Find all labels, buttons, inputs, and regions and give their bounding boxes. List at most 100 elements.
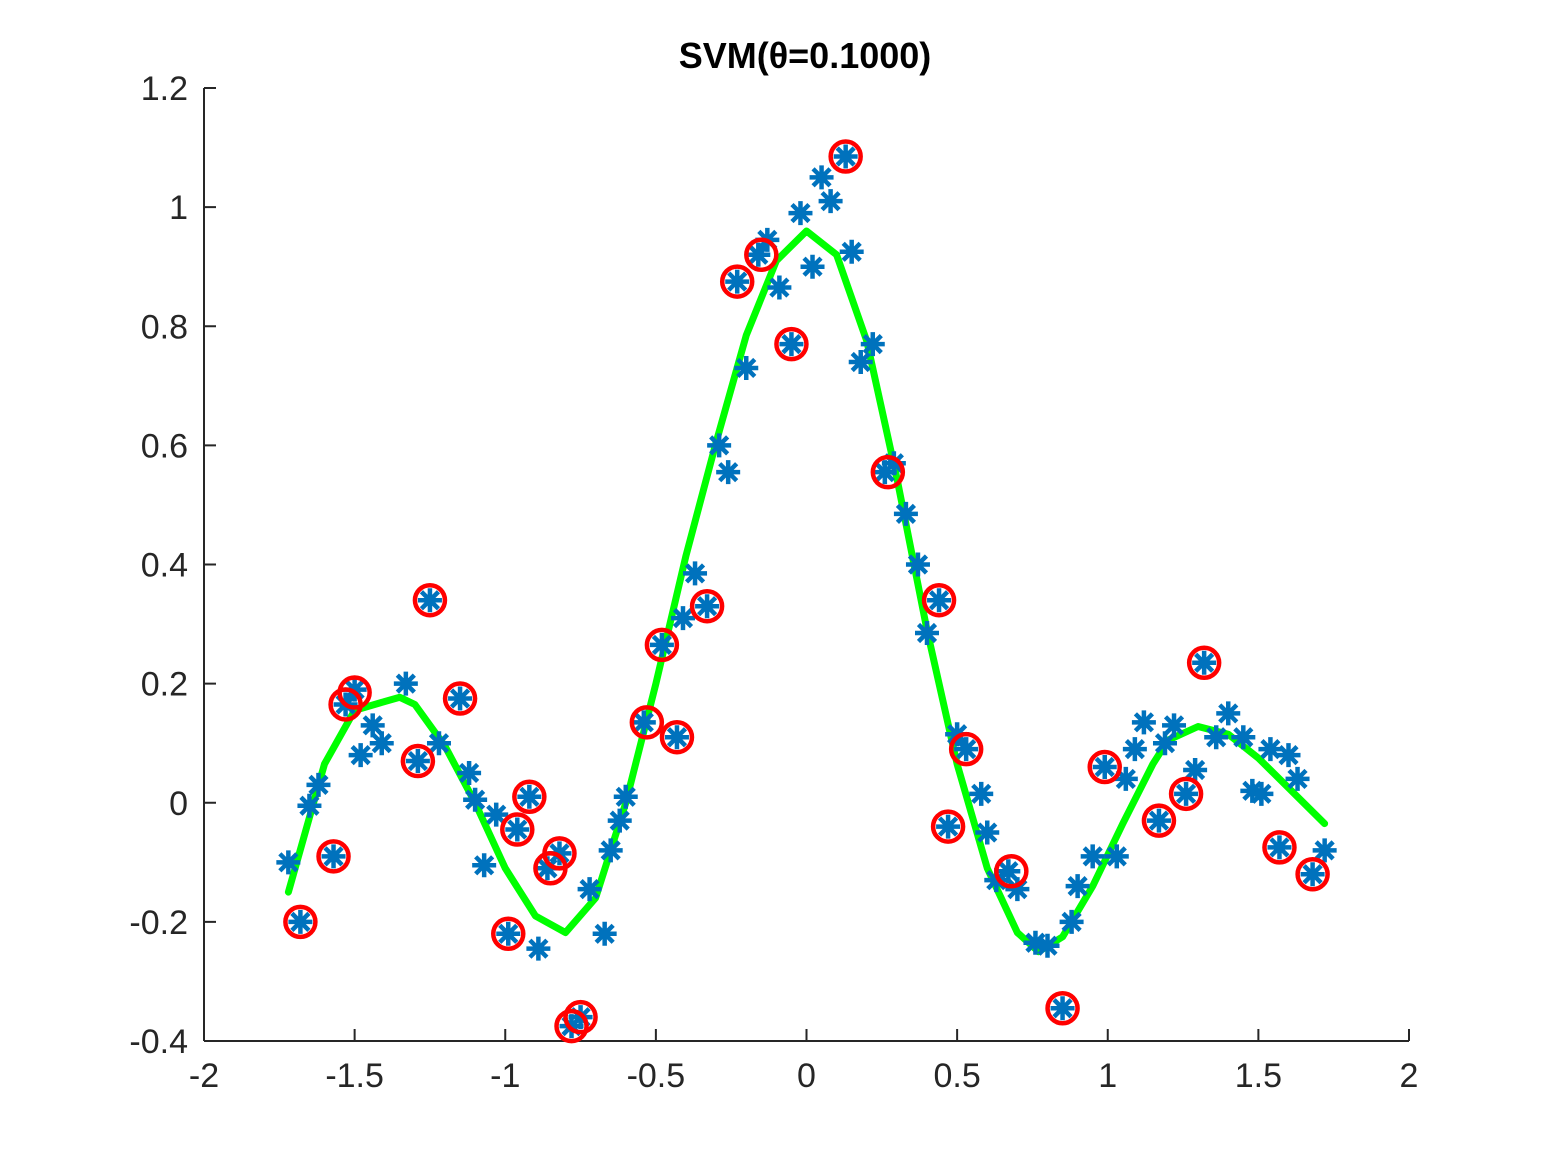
support-vector-marker (337, 675, 372, 710)
data-point-marker (607, 808, 632, 833)
y-tick-label: 0.6 (141, 427, 188, 465)
data-point-marker (559, 1014, 584, 1039)
data-point-marker (818, 189, 843, 214)
x-tick-label: 0.5 (933, 1057, 980, 1095)
support-vector-marker (774, 326, 809, 362)
data-point-marker (1300, 862, 1325, 887)
data-point-marker (526, 936, 551, 961)
data-point-marker (360, 713, 385, 738)
data-point-marker (1267, 835, 1292, 860)
data-points-layer (276, 144, 1337, 1039)
data-point-marker (613, 784, 638, 809)
y-tick-label: -0.2 (129, 904, 188, 942)
data-point-marker (1065, 874, 1090, 899)
data-point-marker (1035, 933, 1060, 958)
data-point-marker (779, 332, 804, 357)
x-tick-label: 1.5 (1235, 1057, 1282, 1095)
support-vector-marker (921, 582, 957, 618)
data-point-marker (734, 355, 759, 380)
support-vector-marker (719, 264, 755, 299)
data-point-marker (969, 781, 994, 806)
support-vector-marker (994, 853, 1029, 889)
data-point-marker (800, 254, 825, 279)
data-point-marker (568, 1005, 593, 1030)
data-point-marker (833, 144, 858, 169)
data-point-marker (631, 710, 656, 735)
support-vector-marker (1186, 645, 1222, 681)
data-point-marker (448, 686, 473, 711)
data-point-marker (393, 671, 418, 696)
y-tick-label: 0.4 (141, 547, 188, 585)
fit-curve-line (284, 227, 1329, 956)
data-point-marker (598, 838, 623, 863)
support-vector-marker (689, 588, 725, 624)
data-point-marker (405, 749, 430, 774)
data-point-marker (649, 632, 674, 657)
data-point-marker (1231, 725, 1256, 750)
data-point-marker (1285, 766, 1310, 791)
x-ticks: -2 -1.5 -1 -0.5 0 0.5 1 1.5 2 (189, 1029, 1419, 1095)
x-tick-label: 2 (1400, 1057, 1419, 1095)
data-point-marker (746, 242, 771, 267)
support-vector-marker (316, 839, 351, 874)
data-point-marker (592, 921, 617, 946)
data-point-marker (426, 731, 451, 756)
data-point-marker (417, 588, 442, 613)
support-vector-marker (400, 743, 436, 779)
data-point-marker (788, 201, 813, 226)
data-point-marker (936, 814, 961, 839)
data-point-marker (1023, 930, 1048, 955)
support-vector-marker (563, 999, 598, 1035)
data-point-marker (1122, 737, 1147, 762)
data-point-marker (463, 787, 488, 812)
data-point-marker (839, 239, 864, 264)
data-point-marker (297, 793, 322, 818)
data-point-marker (577, 877, 602, 902)
support-vector-marker (948, 731, 984, 767)
data-point-marker (1276, 743, 1301, 768)
data-point-marker (996, 859, 1021, 884)
data-point-marker (664, 725, 689, 750)
data-point-marker (725, 269, 750, 294)
data-point-marker (348, 743, 373, 768)
support-vector-marker (744, 237, 779, 273)
data-point-marker (695, 594, 720, 619)
data-point-marker (1131, 710, 1156, 735)
x-tick-label: 0 (797, 1057, 816, 1095)
data-point-marker (342, 677, 367, 702)
support-vector-marker (1045, 990, 1080, 1026)
data-point-marker (306, 772, 331, 797)
data-point-marker (1152, 731, 1177, 756)
data-point-marker (984, 868, 1009, 893)
data-point-marker (975, 820, 1000, 845)
data-point-marker (1192, 650, 1217, 675)
support-vector-marker (491, 916, 526, 952)
data-point-marker (288, 909, 313, 934)
data-point-marker (1080, 844, 1105, 869)
data-point-marker (1104, 844, 1129, 869)
x-tick-label: 1 (1098, 1057, 1117, 1095)
data-point-marker (767, 275, 792, 300)
data-point-marker (457, 760, 482, 785)
data-point-marker (484, 802, 509, 827)
data-point-marker (505, 817, 530, 842)
data-point-marker (1312, 838, 1337, 863)
support-vector-marker (442, 681, 478, 716)
data-point-marker (472, 853, 497, 878)
support-vectors-layer (283, 139, 1330, 1044)
support-vector-marker (1262, 830, 1297, 865)
y-tick-label: 0.8 (141, 308, 188, 346)
data-point-marker (927, 588, 952, 613)
support-vector-marker (1168, 776, 1204, 812)
data-point-marker (893, 501, 918, 526)
data-point-marker (1092, 755, 1117, 780)
data-point-marker (881, 451, 906, 476)
data-point-marker (1174, 781, 1199, 806)
data-point-marker (1240, 778, 1265, 803)
data-point-marker (535, 856, 560, 881)
x-tick-label: -0.5 (627, 1057, 686, 1095)
fit-curve-layer (284, 227, 1329, 956)
support-vector-marker (554, 1008, 589, 1044)
data-point-marker (1162, 713, 1187, 738)
